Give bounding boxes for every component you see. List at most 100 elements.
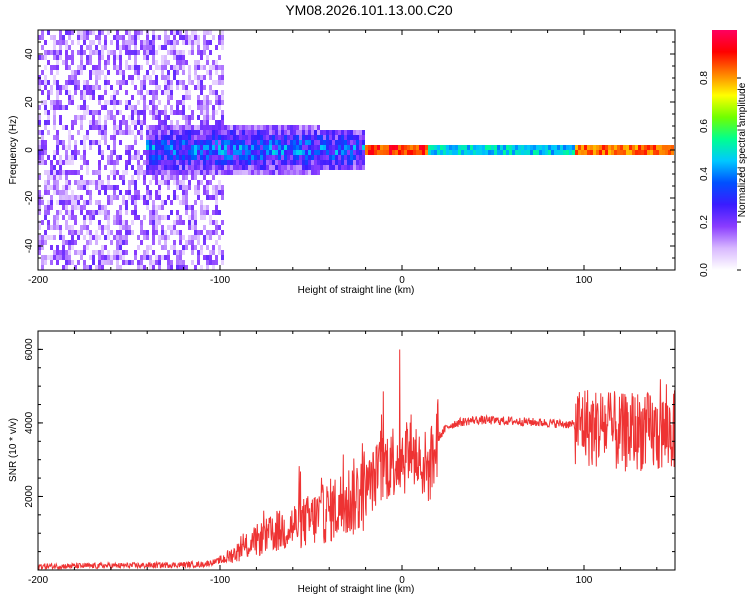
spectrogram-cell	[281, 160, 284, 165]
spectrogram-cell	[179, 140, 182, 145]
spectrogram-cell	[197, 160, 200, 165]
spectrogram-cell	[170, 145, 173, 150]
spectrogram-cell	[245, 125, 248, 130]
spectrogram-cell	[98, 200, 101, 205]
spectrogram-cell	[362, 155, 365, 160]
spectrogram-cell	[50, 205, 53, 210]
spectrogram-cell	[260, 150, 263, 155]
spectrogram-cell	[59, 225, 62, 230]
spectrogram-cell	[101, 230, 104, 235]
spectrogram-cell	[140, 30, 143, 35]
spectrogram-cell	[149, 190, 152, 195]
spectrogram-cell	[395, 150, 398, 155]
spectrogram-cell	[449, 150, 452, 155]
spectrogram-cell	[206, 125, 209, 130]
spectrogram-cell	[314, 145, 317, 150]
spectrogram-cell	[248, 160, 251, 165]
colorbar-tick-label: 0.8	[699, 71, 710, 85]
spectrogram-cell	[116, 220, 119, 225]
spectrogram-cell	[47, 180, 50, 185]
spectrogram-cell	[104, 120, 107, 125]
spectrogram-cell	[575, 145, 578, 150]
spectrogram-cell	[89, 85, 92, 90]
spectrogram-cell	[509, 150, 512, 155]
spectrogram-cell	[104, 105, 107, 110]
spectrogram-cell	[539, 150, 542, 155]
spectrogram-cell	[323, 135, 326, 140]
spectrogram-cell	[152, 130, 155, 135]
spectrogram-cell	[203, 40, 206, 45]
spectrogram-cell	[149, 130, 152, 135]
spectrogram-cell	[128, 75, 131, 80]
spectrogram-cell	[293, 155, 296, 160]
spectrogram-cell	[149, 180, 152, 185]
spectrogram-cell	[296, 130, 299, 135]
spectrogram-cell	[47, 50, 50, 55]
spectrogram-cell	[212, 220, 215, 225]
spectrogram-cell	[107, 255, 110, 260]
spectrogram-cell	[68, 255, 71, 260]
spectrogram-cell	[125, 65, 128, 70]
spectrogram-cell	[44, 160, 47, 165]
spectrogram-cell	[89, 215, 92, 220]
spectrogram-cell	[617, 145, 620, 150]
spectrogram-cell	[215, 125, 218, 130]
spectrogram-cell	[206, 95, 209, 100]
spectrogram-cell	[68, 225, 71, 230]
spectrogram-cell	[86, 225, 89, 230]
spectrogram-cell	[281, 135, 284, 140]
spectrogram-cell	[143, 45, 146, 50]
spectrogram-cell	[179, 240, 182, 245]
spectrogram-cell	[131, 180, 134, 185]
spectrogram-cell	[80, 230, 83, 235]
spectrogram-cell	[197, 135, 200, 140]
spectrogram-cell	[326, 160, 329, 165]
spectrogram-cell	[359, 130, 362, 135]
spectrogram-cell	[452, 150, 455, 155]
spectrogram-cell	[59, 55, 62, 60]
spectrogram-cell	[215, 110, 218, 115]
spectrogram-cell	[152, 115, 155, 120]
spectrogram-cell	[200, 170, 203, 175]
spectrogram-cell	[140, 130, 143, 135]
spectrogram-cell	[218, 55, 221, 60]
spectrogram-cell	[107, 145, 110, 150]
spectrogram-cell	[311, 130, 314, 135]
spectrogram-cell	[80, 120, 83, 125]
spectrogram-cell	[155, 170, 158, 175]
spectrogram-cell	[176, 255, 179, 260]
spectrogram-cell	[170, 155, 173, 160]
spectrogram-cell	[440, 150, 443, 155]
spectrogram-cell	[296, 170, 299, 175]
spectrogram-cell	[50, 255, 53, 260]
spectrogram-cell	[44, 230, 47, 235]
spectrogram-cell	[80, 70, 83, 75]
spectrogram-cell	[116, 160, 119, 165]
spectrogram-cell	[197, 155, 200, 160]
spectrogram-cell	[161, 65, 164, 70]
spectrogram-cell	[146, 170, 149, 175]
spectrogram-cell	[164, 75, 167, 80]
spectrogram-cell	[158, 260, 161, 265]
spectrogram-cell	[344, 140, 347, 145]
spectrogram-cell	[170, 90, 173, 95]
spectrogram-cell	[107, 235, 110, 240]
spectrogram-cell	[86, 230, 89, 235]
spectrogram-cell	[260, 140, 263, 145]
spectrogram-cell	[338, 140, 341, 145]
spectrogram-cell	[179, 265, 182, 270]
spectrogram-cell	[104, 40, 107, 45]
spectrogram-cell	[167, 75, 170, 80]
spectrogram-cell	[311, 140, 314, 145]
spectrogram-cell	[128, 180, 131, 185]
spectrogram-cell	[161, 175, 164, 180]
spectrogram-cell	[50, 185, 53, 190]
spectrogram-cell	[170, 135, 173, 140]
spectrogram-cell	[170, 230, 173, 235]
spectrogram-cell	[206, 160, 209, 165]
spectrogram-cell	[134, 45, 137, 50]
spectrogram-cell	[119, 85, 122, 90]
spectrogram-cell	[68, 185, 71, 190]
spectrogram-cell	[95, 265, 98, 270]
spectrogram-cell	[47, 225, 50, 230]
